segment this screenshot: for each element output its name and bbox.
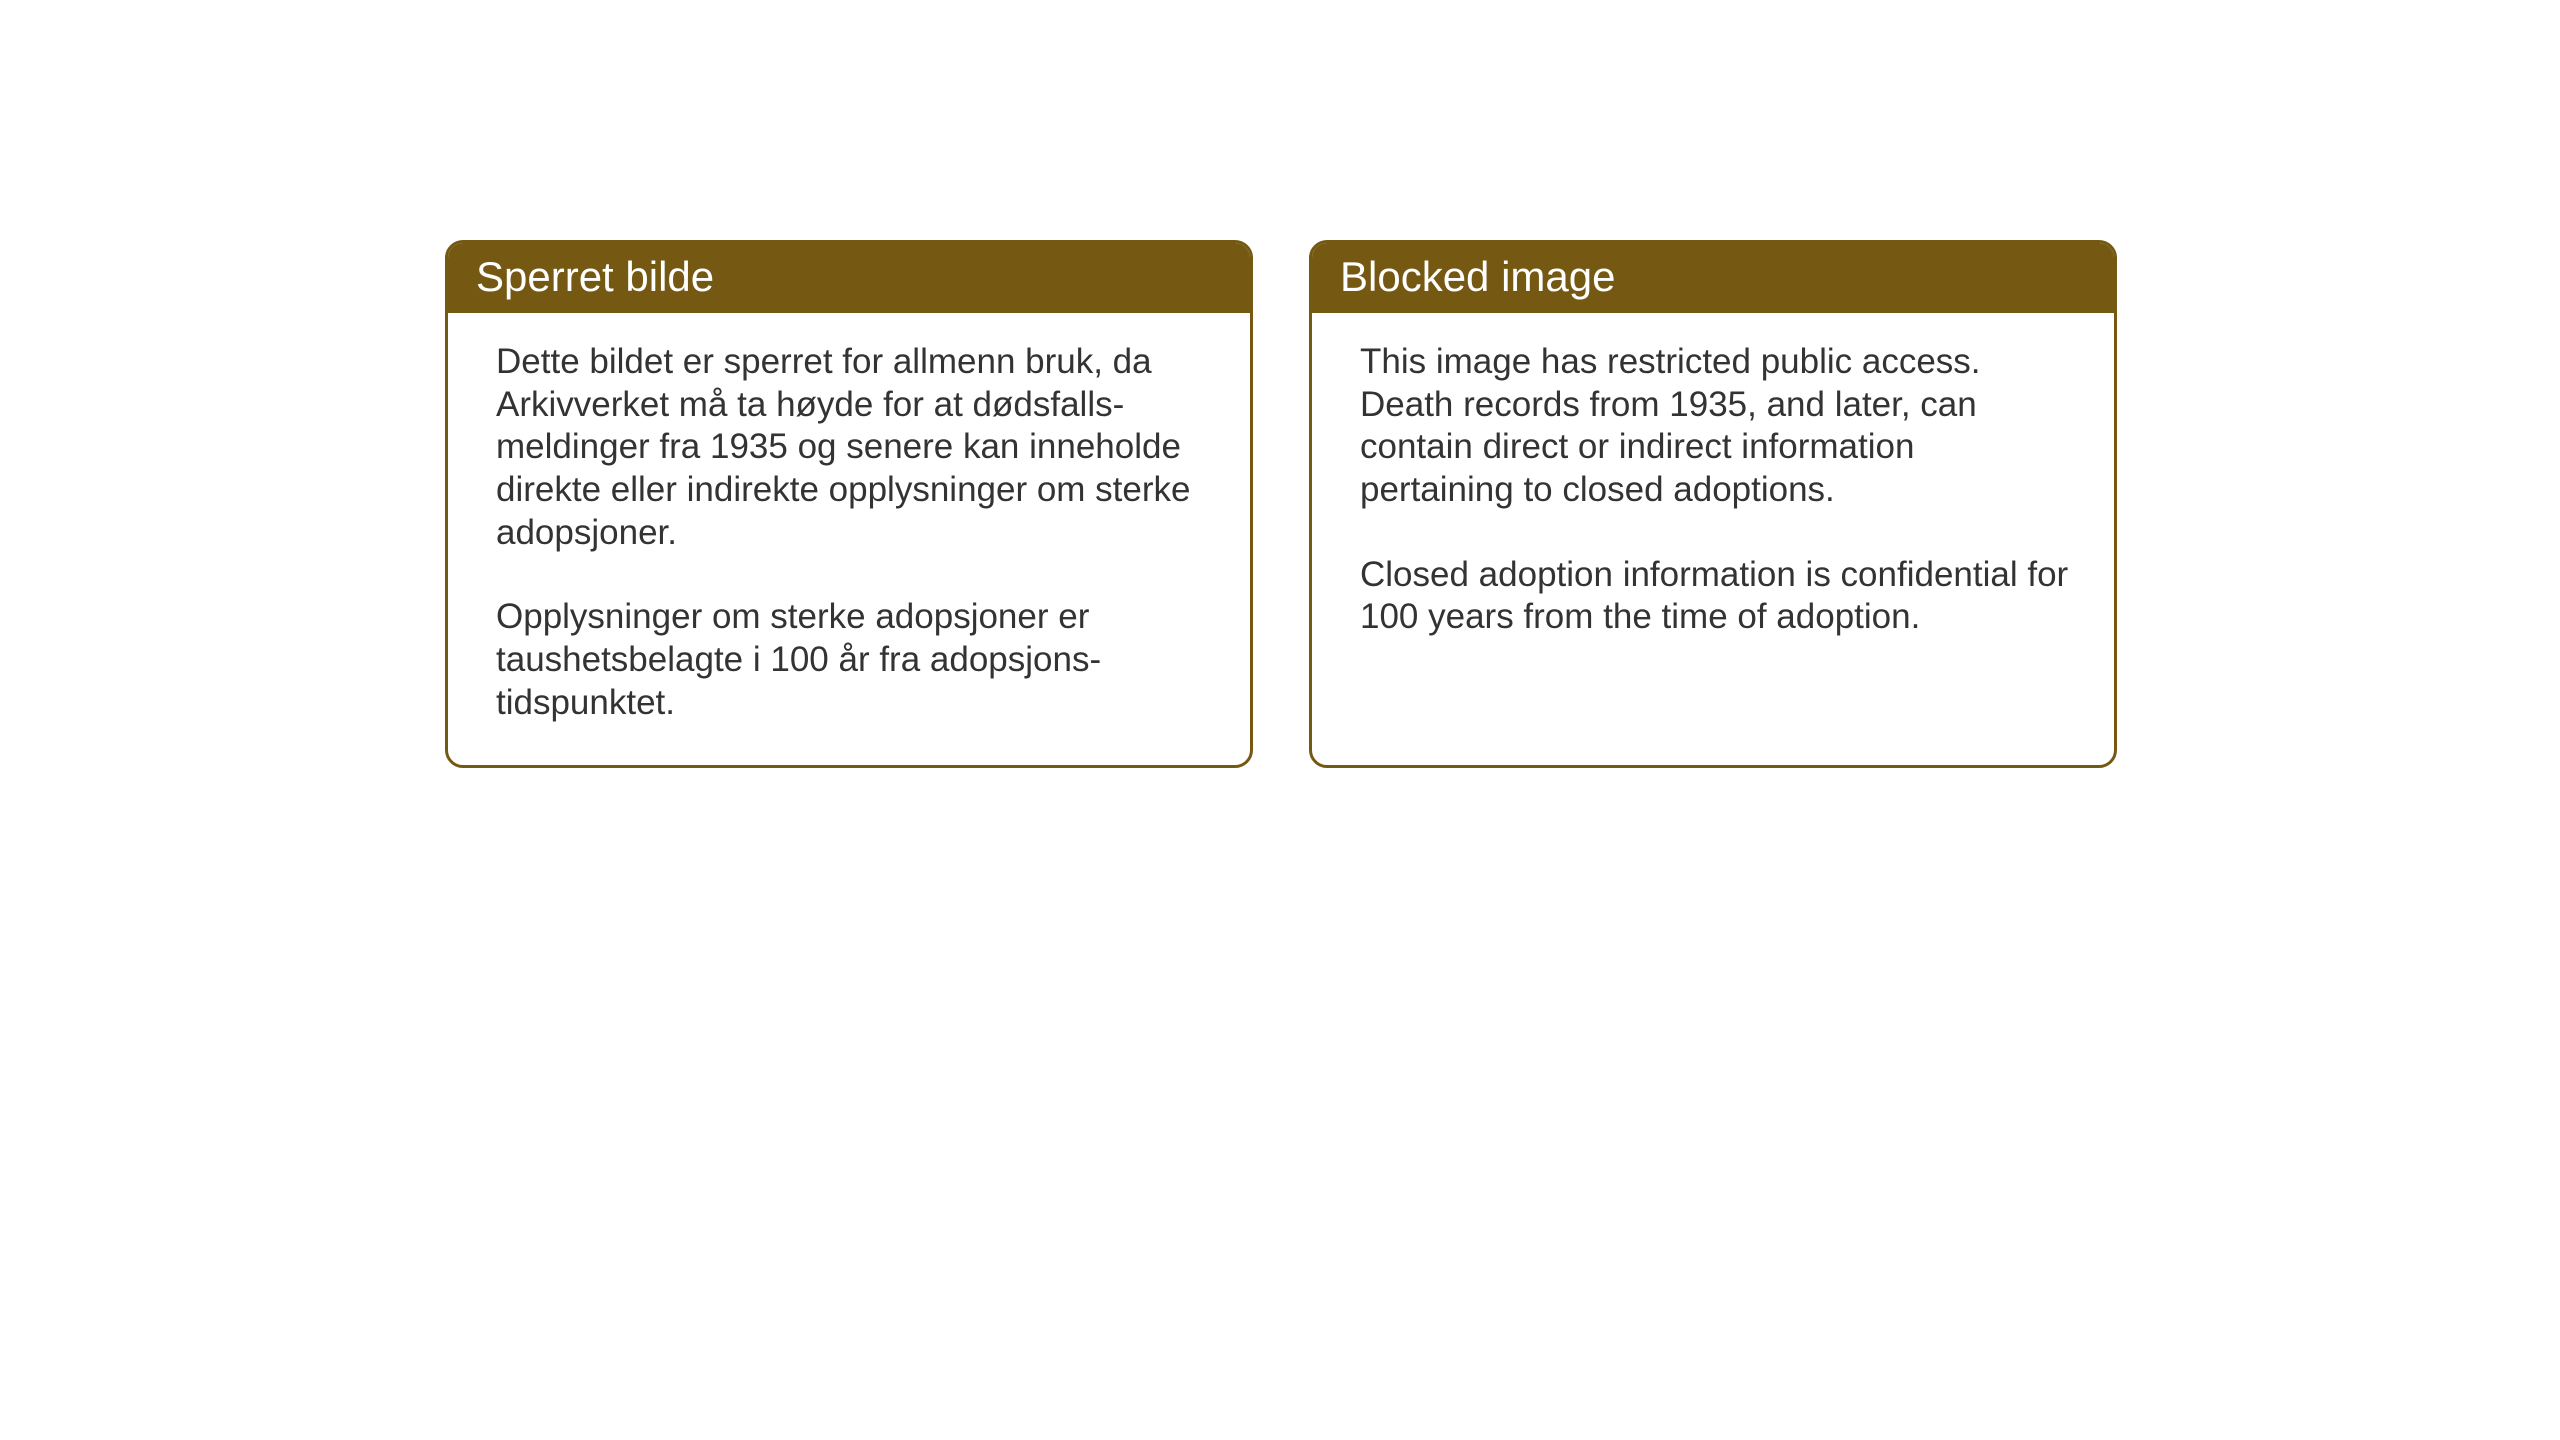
- card-paragraph-1-english: This image has restricted public access.…: [1360, 341, 2074, 512]
- card-paragraph-2-norwegian: Opplysninger om sterke adopsjoner er tau…: [496, 596, 1210, 724]
- card-title-norwegian: Sperret bilde: [476, 253, 714, 300]
- blocked-image-card-english: Blocked image This image has restricted …: [1309, 240, 2117, 768]
- card-paragraph-2-english: Closed adoption information is confident…: [1360, 554, 2074, 639]
- card-header-english: Blocked image: [1312, 243, 2114, 313]
- card-header-norwegian: Sperret bilde: [448, 243, 1250, 313]
- card-body-english: This image has restricted public access.…: [1312, 313, 2114, 739]
- notice-cards-container: Sperret bilde Dette bildet er sperret fo…: [445, 240, 2117, 768]
- card-title-english: Blocked image: [1340, 253, 1615, 300]
- card-paragraph-1-norwegian: Dette bildet er sperret for allmenn bruk…: [496, 341, 1210, 554]
- card-body-norwegian: Dette bildet er sperret for allmenn bruk…: [448, 313, 1250, 765]
- blocked-image-card-norwegian: Sperret bilde Dette bildet er sperret fo…: [445, 240, 1253, 768]
